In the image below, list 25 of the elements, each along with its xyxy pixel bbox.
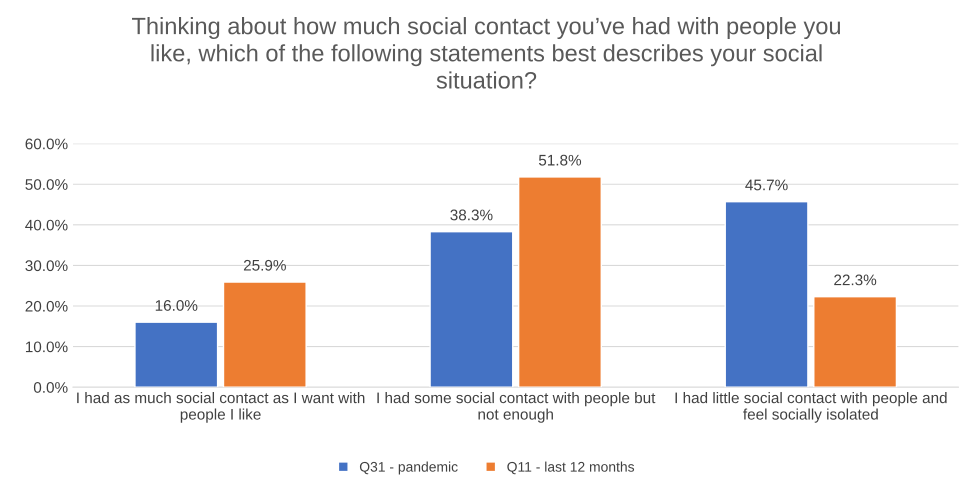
y-tick-label: 40.0%: [25, 220, 68, 231]
x-tick-label: I had little social contact with people and feel socially isolated: [676, 392, 947, 423]
bar: [724, 201, 809, 388]
data-label: 22.3%: [834, 274, 876, 286]
data-label: 51.8%: [538, 154, 582, 166]
y-tick-label: 10.0%: [26, 341, 68, 352]
data-label: 25.9%: [244, 260, 286, 271]
bar: [429, 231, 514, 388]
legend-label: Q31 - pandemic: [360, 462, 458, 474]
x-tick-label: I had as much social contact as I want with people I like: [77, 392, 364, 423]
data-label: 38.3%: [450, 210, 493, 220]
legend-label: Q11 - last 12 months: [507, 462, 634, 474]
y-tick-label: 0.0%: [34, 382, 68, 393]
x-tick-label: I had some social contact with people but not enough: [377, 392, 656, 423]
y-tick-label: 20.0%: [26, 300, 68, 312]
bar: [813, 296, 898, 388]
data-label: 45.7%: [745, 180, 788, 190]
chart-title: Thinking about how much social contact you’ve had with people you like, which of the following statements best describes your social situation?: [132, 17, 840, 89]
bar: [518, 176, 602, 388]
y-tick-label: 30.0%: [25, 260, 68, 272]
y-tick-label: 50.0%: [25, 179, 68, 190]
data-label: 16.0%: [156, 300, 198, 311]
y-tick-label: 60.0%: [26, 138, 68, 150]
bar: [222, 281, 307, 388]
bar: [134, 322, 218, 388]
